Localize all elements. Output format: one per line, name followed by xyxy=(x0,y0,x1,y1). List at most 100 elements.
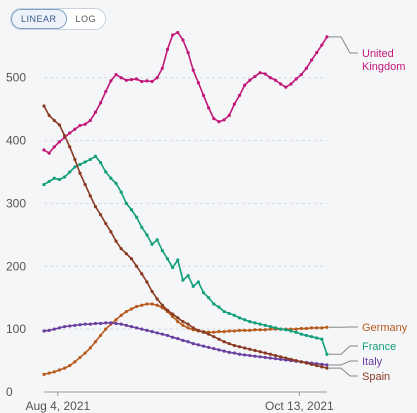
data-point xyxy=(124,309,128,314)
data-point xyxy=(129,78,134,82)
data-point xyxy=(232,329,236,333)
data-point xyxy=(42,329,46,333)
data-point xyxy=(258,350,262,354)
data-point xyxy=(186,340,190,344)
data-point xyxy=(129,325,134,329)
data-point xyxy=(222,330,226,334)
data-point xyxy=(140,303,144,307)
data-point xyxy=(83,322,87,326)
data-point xyxy=(232,351,236,355)
data-point xyxy=(207,345,211,349)
linear-scale-button[interactable]: LINEAR xyxy=(11,9,67,29)
data-point xyxy=(42,104,46,108)
data-point xyxy=(304,66,309,70)
data-point xyxy=(47,113,51,118)
data-point xyxy=(191,326,195,330)
data-point xyxy=(315,336,319,340)
data-point xyxy=(68,145,72,149)
data-point xyxy=(150,289,154,294)
data-point xyxy=(104,221,108,226)
data-point xyxy=(201,344,206,348)
data-point xyxy=(99,333,103,338)
data-point xyxy=(47,151,51,155)
data-point xyxy=(160,66,164,70)
series-lines xyxy=(42,30,329,376)
data-point xyxy=(57,140,62,144)
series-end-label: Kingdom xyxy=(362,61,405,73)
data-point xyxy=(68,364,72,368)
data-point xyxy=(83,351,87,355)
data-point xyxy=(155,297,159,301)
data-point xyxy=(212,116,216,121)
data-point xyxy=(325,352,329,356)
data-point xyxy=(52,176,56,180)
data-point xyxy=(78,162,82,167)
data-point xyxy=(119,76,123,80)
data-point xyxy=(268,325,272,329)
data-point xyxy=(279,355,283,359)
data-point xyxy=(57,326,62,330)
data-point xyxy=(145,79,149,83)
data-point xyxy=(284,85,288,89)
data-point xyxy=(119,190,123,194)
log-scale-button[interactable]: LOG xyxy=(75,14,97,24)
data-point xyxy=(145,328,149,332)
data-point xyxy=(181,278,185,282)
data-point xyxy=(47,179,51,184)
series-end-label: Germany xyxy=(362,322,408,334)
data-point xyxy=(104,170,108,174)
y-tick-label: 200 xyxy=(6,259,26,273)
data-point xyxy=(201,93,206,97)
data-point xyxy=(124,323,128,327)
data-point xyxy=(315,50,319,55)
data-point xyxy=(165,333,170,338)
series-line-united-kingdom xyxy=(43,31,328,154)
data-point xyxy=(212,330,216,334)
data-point xyxy=(171,265,175,270)
data-point xyxy=(320,43,324,47)
data-point xyxy=(140,79,144,84)
data-point xyxy=(325,366,329,370)
data-point xyxy=(279,82,283,86)
data-point xyxy=(232,102,236,106)
data-point xyxy=(289,329,293,333)
data-point xyxy=(150,330,154,334)
data-point xyxy=(186,322,190,326)
data-point xyxy=(191,342,195,346)
data-point xyxy=(248,347,252,351)
data-point xyxy=(304,333,309,338)
data-point xyxy=(315,326,319,330)
data-point xyxy=(253,74,257,79)
data-point xyxy=(68,170,72,174)
data-point xyxy=(222,349,226,353)
data-point xyxy=(207,296,211,300)
data-point xyxy=(253,348,257,353)
data-point xyxy=(279,327,283,331)
data-point xyxy=(176,336,180,341)
data-point xyxy=(309,362,314,366)
data-point xyxy=(109,79,113,83)
data-point xyxy=(320,365,324,369)
series-end-label: Spain xyxy=(362,371,390,383)
data-point xyxy=(263,328,267,332)
data-point xyxy=(155,76,159,80)
data-point xyxy=(176,258,180,262)
x-axis-ticks: Aug 4, 2021 Oct 13, 2021 xyxy=(25,392,334,413)
data-point xyxy=(73,323,77,327)
data-point xyxy=(299,72,303,77)
data-point xyxy=(325,363,329,367)
data-point xyxy=(212,347,216,351)
data-point xyxy=(258,71,262,75)
data-point xyxy=(196,343,200,347)
data-point xyxy=(294,77,298,81)
data-point xyxy=(93,340,98,344)
data-point xyxy=(217,305,221,309)
data-point xyxy=(160,303,164,307)
data-point xyxy=(232,343,236,348)
data-point xyxy=(227,329,231,333)
data-point xyxy=(263,355,267,360)
data-point xyxy=(196,280,200,284)
data-point xyxy=(165,308,170,312)
data-point xyxy=(160,248,164,253)
